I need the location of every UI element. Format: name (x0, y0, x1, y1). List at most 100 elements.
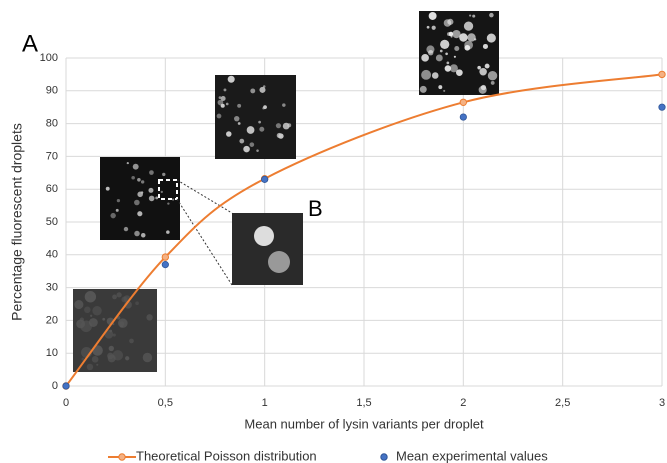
line-marker (162, 254, 168, 260)
droplet (161, 191, 163, 193)
droplet (438, 85, 442, 89)
droplet (268, 251, 290, 273)
y-tick-label: 50 (46, 216, 58, 228)
droplet (137, 211, 142, 216)
droplet (432, 26, 436, 30)
droplet (259, 87, 265, 93)
droplet (464, 41, 473, 50)
droplet (166, 230, 170, 234)
y-tick-label: 20 (46, 314, 58, 326)
droplet (133, 164, 139, 170)
droplet (116, 209, 119, 212)
droplet (117, 292, 122, 297)
droplet (479, 68, 486, 75)
droplet (238, 122, 241, 125)
droplet (129, 339, 134, 344)
droplet (120, 325, 123, 328)
legend-swatch (119, 454, 125, 460)
droplet (427, 26, 430, 29)
droplet (454, 46, 459, 51)
droplet (90, 315, 92, 317)
droplet (485, 64, 490, 69)
droplet (282, 103, 285, 106)
droplet (112, 295, 117, 300)
droplet (134, 200, 140, 206)
droplet (113, 350, 123, 360)
droplet (80, 318, 84, 322)
droplet (224, 88, 227, 91)
droplet (141, 180, 144, 183)
droplet (146, 314, 152, 320)
droplet (440, 50, 443, 53)
droplet (106, 187, 110, 191)
droplet (454, 56, 456, 58)
scatter-point (63, 383, 69, 389)
legend-swatch (381, 454, 387, 460)
droplet (135, 301, 139, 305)
legend-label: Theoretical Poisson distribution (136, 448, 317, 463)
droplet (74, 300, 83, 309)
scatter-point (460, 114, 466, 120)
droplet (443, 90, 445, 92)
droplet (489, 13, 494, 18)
zoom-line (177, 180, 232, 213)
droplet (487, 34, 496, 43)
y-tick-label: 100 (40, 52, 58, 64)
y-tick-label: 60 (46, 183, 58, 195)
droplet (221, 96, 226, 101)
droplet (237, 104, 241, 108)
droplet (444, 19, 451, 26)
x-tick-label: 0 (63, 397, 69, 409)
droplet (234, 116, 239, 121)
droplet (89, 318, 98, 327)
droplet (92, 356, 99, 363)
y-tick-label: 40 (46, 249, 58, 261)
droplet (226, 131, 232, 137)
droplet (250, 142, 255, 147)
x-tick-label: 0,5 (158, 397, 173, 409)
droplet (247, 126, 255, 134)
droplet (420, 86, 427, 93)
droplet (429, 12, 437, 20)
droplet (287, 123, 291, 127)
droplet (440, 40, 449, 49)
line-marker (659, 71, 665, 77)
droplet (258, 121, 261, 124)
droplet (127, 162, 129, 164)
droplet (445, 65, 451, 71)
y-tick-label: 70 (46, 150, 58, 162)
droplet (250, 88, 255, 93)
droplet (446, 62, 449, 65)
droplet (92, 306, 101, 315)
droplet (162, 173, 165, 176)
line-marker (460, 99, 466, 105)
droplet (121, 296, 127, 302)
droplet (137, 178, 141, 182)
droplet (464, 21, 473, 30)
y-tick-label: 90 (46, 85, 58, 97)
annotation: B (308, 196, 323, 221)
y-tick-label: 10 (46, 347, 58, 359)
droplet (110, 213, 115, 218)
x-axis-label: Mean number of lysin variants per drople… (244, 416, 484, 431)
droplet (239, 139, 244, 144)
droplet (432, 72, 439, 79)
droplet (243, 146, 250, 153)
droplet (278, 133, 283, 138)
legend-label: Mean experimental values (396, 448, 548, 463)
droplet (124, 227, 128, 231)
x-tick-label: 2 (460, 397, 466, 409)
droplet (256, 149, 259, 152)
droplet (254, 226, 274, 246)
annotation: A (22, 30, 38, 57)
droplet (172, 199, 174, 201)
droplet (477, 66, 481, 70)
droplet (436, 55, 443, 62)
droplet (149, 170, 154, 175)
scatter-point (162, 261, 168, 267)
droplet (141, 233, 146, 238)
chart: 010203040506070809010000,511,522,53 Perc… (0, 0, 667, 463)
droplet (125, 356, 129, 360)
x-tick-label: 1 (262, 397, 268, 409)
droplet (421, 70, 431, 80)
